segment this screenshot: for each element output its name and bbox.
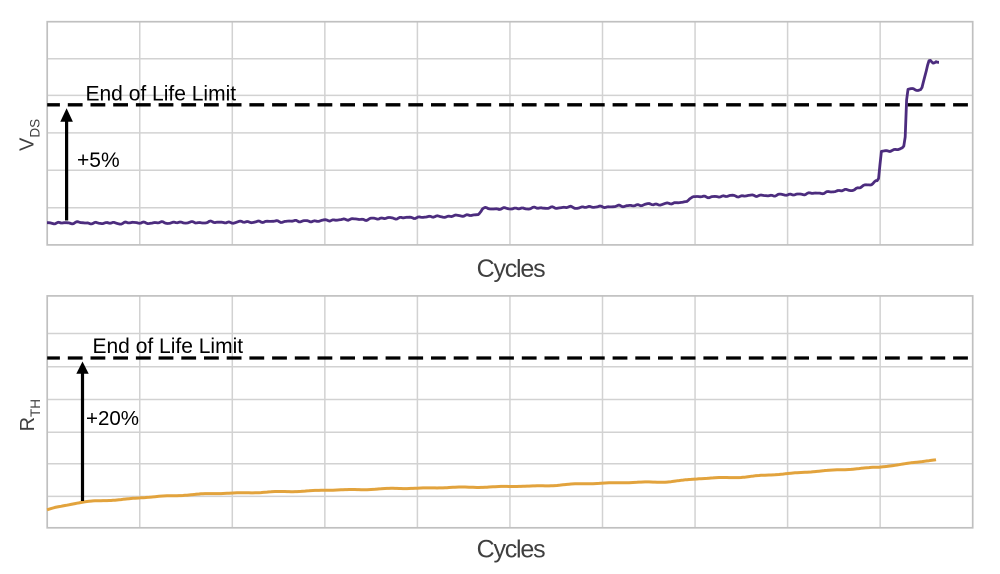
svg-text:Cycles: Cycles [477, 255, 546, 283]
svg-text:+20%: +20% [86, 407, 139, 430]
svg-text:Cycles: Cycles [477, 535, 546, 563]
svg-text:End of Life Limit: End of Life Limit [93, 335, 244, 358]
svg-text:+5%: +5% [77, 149, 120, 172]
svg-text:End of Life Limit: End of Life Limit [86, 83, 237, 106]
